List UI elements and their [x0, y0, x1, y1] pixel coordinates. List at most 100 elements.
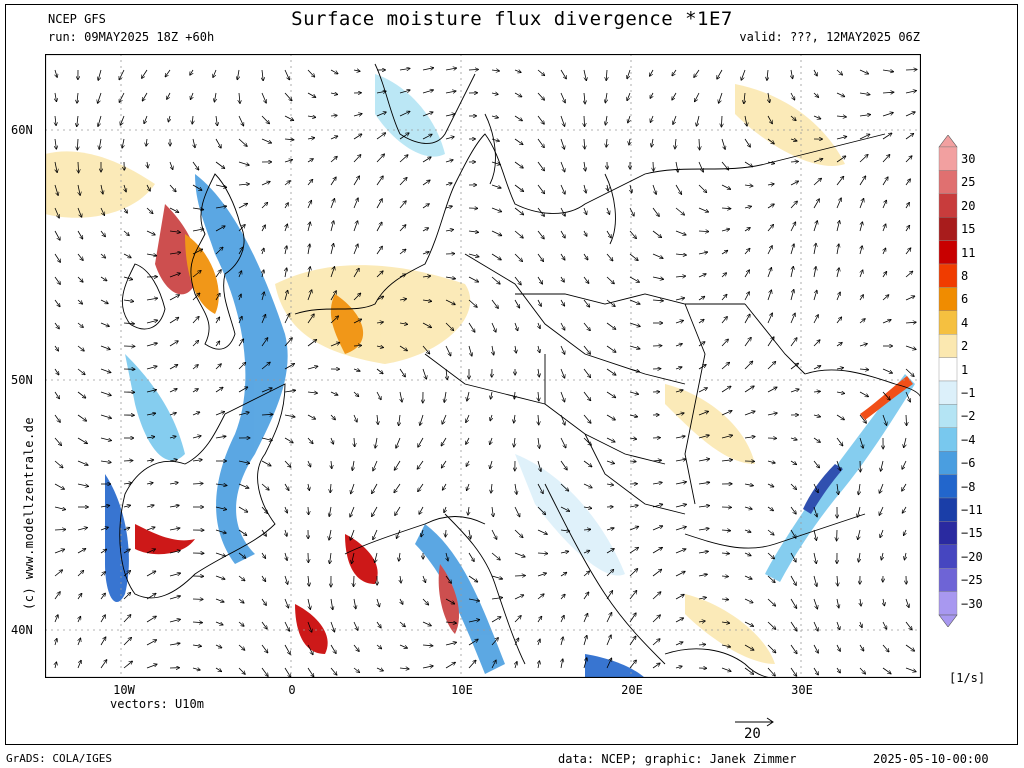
wind-vector: [468, 660, 476, 669]
wind-vector: [629, 547, 639, 554]
wind-vector: [261, 138, 272, 143]
wind-vector: [791, 69, 793, 79]
wind-vector: [652, 569, 662, 577]
wind-vector: [882, 368, 893, 373]
wind-vector: [146, 230, 155, 235]
wind-vector: [583, 658, 587, 669]
wind-vector: [123, 637, 132, 646]
wind-vector: [261, 575, 266, 582]
wind-vector: [399, 368, 405, 377]
wind-vector: [767, 644, 776, 653]
colorbar-box: [938, 146, 958, 171]
wind-vector: [399, 644, 408, 648]
wind-vector: [214, 92, 216, 102]
wind-vector: [422, 134, 432, 140]
wind-vector: [629, 322, 640, 327]
wind-vector: [905, 133, 914, 140]
coastlines: [119, 63, 921, 678]
wind-vector: [351, 483, 355, 494]
colorbar-box: [938, 404, 958, 428]
wind-vector: [744, 553, 751, 556]
wind-vector: [169, 413, 176, 415]
colorbar-box: [938, 287, 958, 311]
wind-vector: [307, 340, 317, 347]
wind-vector: [675, 254, 686, 255]
vectors-label: vectors: U10m: [110, 697, 204, 711]
wind-vector: [100, 461, 111, 463]
wind-vector: [698, 365, 706, 370]
wind-vector: [744, 667, 754, 674]
wind-vector: [54, 368, 59, 375]
wind-vector: [744, 644, 754, 650]
wind-vector: [744, 92, 745, 104]
wind-vector: [881, 552, 883, 560]
wind-vector: [514, 414, 515, 423]
wind-vector: [100, 253, 106, 258]
wind-vector: [146, 460, 154, 461]
wind-vector: [859, 155, 868, 163]
wind-vector: [330, 291, 336, 301]
wind-vector: [169, 231, 180, 232]
wind-vector: [837, 483, 839, 495]
wind-vector: [192, 436, 201, 438]
wind-vector: [77, 414, 87, 421]
wind-vector: [606, 437, 615, 442]
wind-vector: [445, 575, 452, 583]
wind-vector: [77, 276, 83, 282]
wind-vector: [238, 362, 246, 370]
wind-vector: [192, 316, 199, 324]
wind-vector: [767, 598, 776, 606]
wind-vector: [813, 115, 821, 119]
wind-vector: [491, 322, 496, 332]
wind-vector: [399, 668, 409, 669]
wind-vector: [445, 183, 452, 185]
wind-vector: [629, 415, 638, 417]
wind-vector: [372, 506, 378, 517]
wind-vector: [55, 69, 57, 77]
wind-vector: [330, 667, 337, 675]
wind-vector: [560, 368, 565, 378]
wind-vector: [859, 391, 869, 397]
wind-vector: [377, 414, 378, 425]
wind-vector: [422, 180, 430, 186]
wind-vector: [537, 506, 546, 515]
wind-vector: [879, 483, 884, 493]
wind-vector: [468, 506, 469, 515]
wind-vector: [100, 414, 112, 418]
wind-vector: [744, 361, 753, 370]
wind-vector: [560, 115, 565, 126]
wind-vector: [836, 156, 846, 163]
wind-vector: [238, 529, 247, 536]
wind-vector: [583, 460, 592, 467]
wind-vector: [882, 155, 890, 163]
wind-vector: [813, 644, 818, 653]
wind-vector: [77, 345, 84, 351]
wind-vector: [491, 660, 496, 669]
wind-vector: [192, 184, 202, 190]
wind-vector: [698, 528, 709, 530]
wind-vector: [307, 366, 318, 370]
wind-vector: [442, 414, 447, 424]
wind-vector: [514, 299, 520, 308]
wind-vector: [284, 69, 290, 80]
wind-vector: [698, 342, 705, 347]
wind-vector: [675, 413, 684, 415]
wind-vector: [560, 253, 565, 260]
wind-vector: [675, 482, 687, 484]
wind-vector: [100, 345, 110, 350]
wind-vector: [560, 276, 564, 282]
wind-vector: [445, 206, 452, 208]
wind-vector: [491, 93, 498, 94]
colorbar-level-label: −30: [961, 596, 983, 611]
wind-vector: [767, 290, 772, 301]
wind-vector: [813, 483, 818, 493]
wind-vector: [859, 319, 865, 324]
wind-vector: [768, 92, 770, 103]
wind-vector: [238, 138, 247, 146]
figure-frame: [5, 4, 1018, 745]
wind-vector: [538, 368, 539, 377]
wind-vector: [215, 226, 225, 232]
wind-vector: [238, 460, 250, 463]
issue-date: 2025-05-10-00:00: [873, 752, 989, 766]
wind-vector: [629, 590, 637, 600]
